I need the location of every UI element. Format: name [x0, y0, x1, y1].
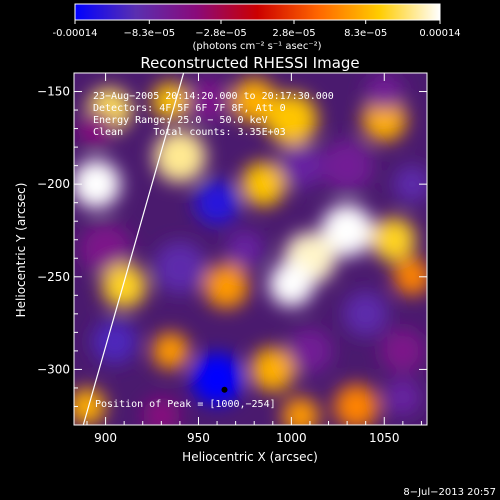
footer-timestamp: 8−Jul−2013 20:57	[403, 487, 496, 498]
heatmap-blob	[343, 291, 388, 337]
x-tick-label: 1050	[369, 431, 400, 445]
y-axis-ticks: −150 −200 −250 −300	[37, 72, 427, 407]
colorbar-gradient	[74, 3, 441, 21]
heatmap-blob	[393, 258, 427, 296]
heatmap-blob	[101, 263, 147, 309]
heatmap-blob	[371, 217, 416, 263]
heatmap-blob	[321, 139, 374, 192]
heatmap-blob	[384, 378, 422, 416]
heatmap-blob	[191, 352, 244, 405]
x-axis-label: Heliocentric X (arcsec)	[182, 450, 318, 464]
heatmap-blob	[282, 397, 320, 425]
heatmap-blob	[185, 78, 231, 124]
y-tick-label: −250	[37, 270, 70, 284]
colorbar-tick-label: 8.3e−05	[344, 28, 387, 39]
y-axis-label: Heliocentric Y (arcsec)	[14, 183, 28, 318]
plot-frame	[73, 72, 428, 426]
annotation-time-range: 23−Aug−2005 20:14:20.000 to 20:17:30.000	[93, 91, 334, 102]
solar-limb-line	[82, 73, 185, 425]
heatmap-blob	[226, 230, 264, 268]
x-tick-label: 950	[187, 431, 210, 445]
heatmap-blob	[231, 78, 277, 124]
heatmap-blob	[79, 222, 132, 276]
y-tick-label: −150	[37, 85, 70, 99]
y-tick-label: −300	[37, 362, 70, 376]
heatmap-blob	[142, 397, 180, 425]
heatmap-blob	[92, 319, 138, 364]
annotation-detectors: Detectors: 4F 5F 6F 7F 8F, Att 0	[93, 103, 286, 114]
chart-title: Reconstructed RHESSI Image	[140, 54, 359, 72]
y-tick-label: −200	[37, 177, 70, 191]
colorbar-tick-label: 2.8e−05	[272, 28, 315, 39]
heatmap-blob	[365, 73, 403, 111]
heatmap-blob	[287, 328, 333, 374]
heatmap-blob	[321, 204, 374, 257]
colorbar-tick-label: 0.00014	[419, 28, 460, 39]
heatmap-blob	[152, 332, 190, 370]
x-tick-label: 900	[94, 431, 117, 445]
heatmap-blob	[153, 241, 206, 294]
x-tick-label: 1000	[276, 431, 307, 445]
heatmap-blob	[265, 93, 318, 146]
colorbar-ticks: -0.00014 −8.3e−05 −2.8e−05 2.8e−05 8.3e−05 0.…	[53, 20, 461, 39]
plot-area: 23−Aug−2005 20:14:20.000 to 20:17:30.000…	[37, 72, 428, 445]
heatmap-blob	[269, 261, 314, 307]
colorbar-tick-label: −2.8e−05	[195, 28, 247, 39]
peak-position-label: Position of Peak = [1000,−254]	[95, 399, 276, 410]
heatmap-blob	[74, 387, 106, 425]
colorbar-tick-label: −8.3e−05	[124, 28, 176, 39]
heatmap-blob	[152, 82, 190, 120]
heatmap-blob	[77, 110, 115, 148]
heatmap-intensity	[74, 73, 427, 425]
heatmap-blob	[393, 165, 427, 203]
colorbar-unit-label: (photons cm⁻² s⁻¹ asec⁻²)	[192, 41, 321, 52]
heatmap-blob	[361, 97, 407, 142]
heatmap-blob	[278, 143, 323, 188]
peak-marker	[221, 386, 228, 393]
x-axis-ticks: 900 950 1000 1050	[86, 73, 422, 445]
heatmap-blob	[204, 263, 249, 309]
annotation-clean-counts: Clean Total counts: 3.35E+03	[93, 127, 286, 138]
annotation-energy-range: Energy Range: 25.0 − 50.0 keV	[93, 115, 268, 126]
heatmap-blob	[74, 160, 121, 209]
heatmap-blob	[334, 384, 379, 425]
heatmap-blob	[380, 328, 426, 374]
heatmap-blob	[194, 180, 240, 225]
colorbar-tick-label: -0.00014	[53, 28, 98, 39]
annotation-block: 23−Aug−2005 20:14:20.000 to 20:17:30.000…	[93, 91, 334, 138]
heatmap-blob	[250, 347, 296, 392]
heatmap-blob	[153, 130, 206, 183]
colorbar: -0.00014 −8.3e−05 −2.8e−05 2.8e−05 8.3e−05 0.…	[53, 3, 461, 52]
heatmap-blob	[241, 161, 286, 207]
